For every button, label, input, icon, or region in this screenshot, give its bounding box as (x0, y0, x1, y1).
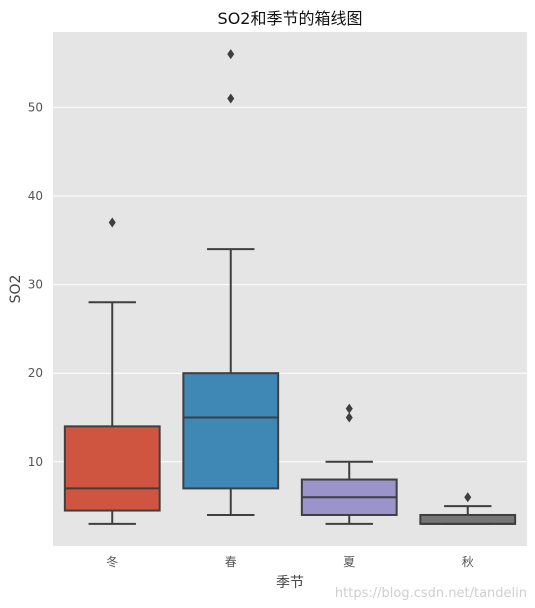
outlier-point (464, 492, 472, 503)
y-tick-label: 20 (28, 366, 43, 380)
x-tick-label: 秋 (462, 555, 474, 569)
box-秋 (419, 492, 517, 525)
x-tick-label: 春 (225, 555, 237, 569)
y-tick-labels: 10 20 30 40 50 (28, 100, 43, 468)
outlier-point (227, 49, 235, 60)
outlier-point (108, 217, 116, 228)
box-冬 (63, 217, 161, 525)
x-axis-label: 季节 (276, 575, 304, 591)
iqr-box (182, 372, 280, 490)
x-tick-label: 冬 (106, 554, 118, 569)
x-tick-label: 夏 (343, 555, 355, 569)
y-tick-label: 30 (28, 278, 43, 292)
watermark: https://blog.csdn.net/tandelin (335, 586, 527, 601)
box-春 (182, 49, 280, 516)
y-tick-label: 50 (28, 100, 43, 114)
chart-title: SO2和季节的箱线图 (218, 9, 363, 28)
iqr-box (419, 513, 517, 525)
x-tick-labels: 冬春夏秋 (106, 554, 474, 569)
y-tick-label: 40 (28, 189, 43, 203)
outlier-point (345, 412, 353, 423)
y-tick-label: 10 (28, 455, 43, 469)
outlier-point (345, 403, 353, 414)
box-夏 (300, 403, 398, 525)
boxes (63, 49, 517, 525)
outlier-point (227, 93, 235, 104)
iqr-box (63, 425, 161, 512)
y-axis-label: SO2 (8, 275, 24, 304)
